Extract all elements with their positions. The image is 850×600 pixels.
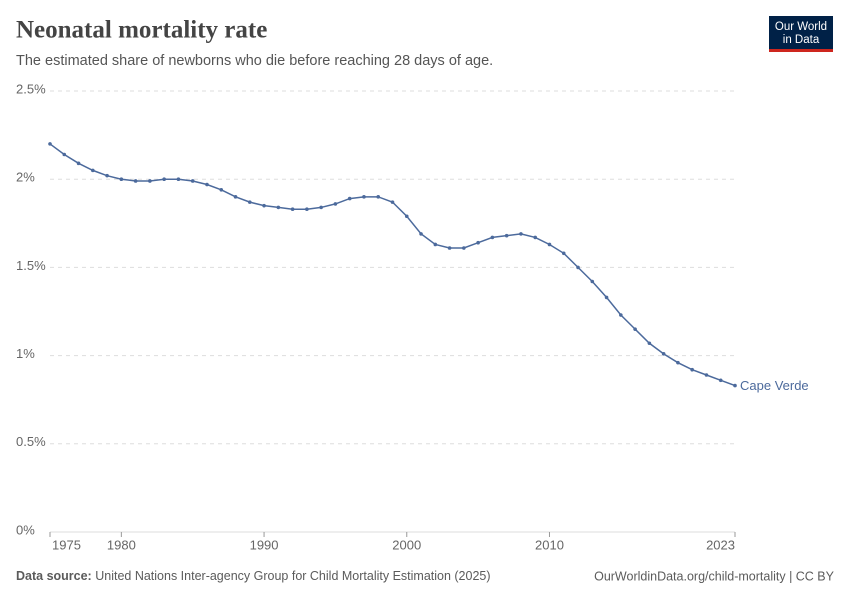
- point: [190, 179, 195, 183]
- point: [262, 203, 266, 208]
- source: Data source: United Nations Inter-agency…: [16, 569, 491, 583]
- point: [176, 177, 181, 181]
- point: [276, 205, 281, 210]
- point: [105, 173, 109, 178]
- x-tick-label: 1975: [52, 537, 81, 552]
- x-tick-label: 2023: [706, 537, 735, 552]
- point: [462, 246, 466, 250]
- point: [576, 265, 580, 270]
- point: [148, 179, 152, 183]
- point: [333, 202, 338, 206]
- x-tick-label: 2000: [392, 537, 421, 552]
- y-tick-label: 2.5%: [16, 81, 46, 96]
- point: [62, 152, 67, 157]
- point: [305, 207, 309, 211]
- line: [49, 143, 736, 387]
- logo-box: [769, 16, 833, 50]
- point: [447, 246, 452, 250]
- y-tick-label: 0.5%: [16, 434, 46, 449]
- point: [547, 242, 552, 247]
- point: [319, 205, 323, 210]
- point: [404, 214, 409, 219]
- point: [490, 235, 495, 240]
- x-tick-label: 1980: [107, 537, 136, 552]
- point: [533, 235, 538, 240]
- point: [76, 161, 81, 166]
- y-tick-label: 1%: [16, 346, 35, 361]
- logo-text: Our World: [775, 21, 827, 33]
- point: [633, 327, 637, 331]
- point: [290, 207, 295, 211]
- y-tick-label: 2%: [16, 170, 35, 185]
- point: [48, 142, 52, 146]
- point: [661, 352, 666, 356]
- point: [91, 168, 95, 173]
- point: [704, 373, 709, 377]
- point: [718, 378, 723, 383]
- point: [676, 360, 680, 365]
- url[interactable]: OurWorldinData.org/child-mortality | CC …: [594, 569, 835, 583]
- point: [561, 251, 566, 256]
- point: [219, 187, 224, 192]
- point: [690, 367, 694, 372]
- x-tick-label: 2010: [535, 537, 564, 552]
- point: [119, 177, 124, 181]
- point: [519, 232, 523, 236]
- point: [133, 179, 138, 183]
- chart-title: Neonatal mortality rate: [16, 17, 267, 44]
- logo-text: in Data: [783, 34, 820, 46]
- point: [604, 295, 609, 300]
- point: [233, 195, 238, 199]
- x-tick-label: 1990: [250, 537, 279, 552]
- point: [619, 313, 623, 317]
- point: [476, 240, 480, 245]
- source-text: United Nations Inter-agency Group for Ch…: [95, 569, 490, 583]
- point: [347, 196, 352, 201]
- source-label: Data source:: [16, 569, 92, 583]
- point: [390, 200, 395, 204]
- point: [433, 242, 438, 247]
- point: [362, 195, 366, 199]
- point: [590, 279, 595, 284]
- point: [733, 383, 737, 388]
- series-label: Cape Verde: [740, 378, 809, 393]
- point: [504, 233, 509, 238]
- y-tick-label: 0%: [16, 522, 35, 537]
- point: [162, 177, 166, 181]
- point: [205, 182, 209, 187]
- logo-stripe: [769, 49, 833, 52]
- point: [419, 232, 423, 236]
- logo[interactable]: Our World in Data: [769, 16, 833, 52]
- point: [247, 200, 252, 204]
- y-tick-label: 1.5%: [16, 258, 46, 273]
- point: [376, 195, 381, 199]
- chart-subtitle: The estimated share of newborns who die …: [16, 53, 493, 69]
- point: [647, 341, 652, 346]
